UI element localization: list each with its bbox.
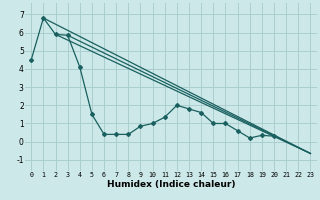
X-axis label: Humidex (Indice chaleur): Humidex (Indice chaleur): [107, 180, 235, 189]
